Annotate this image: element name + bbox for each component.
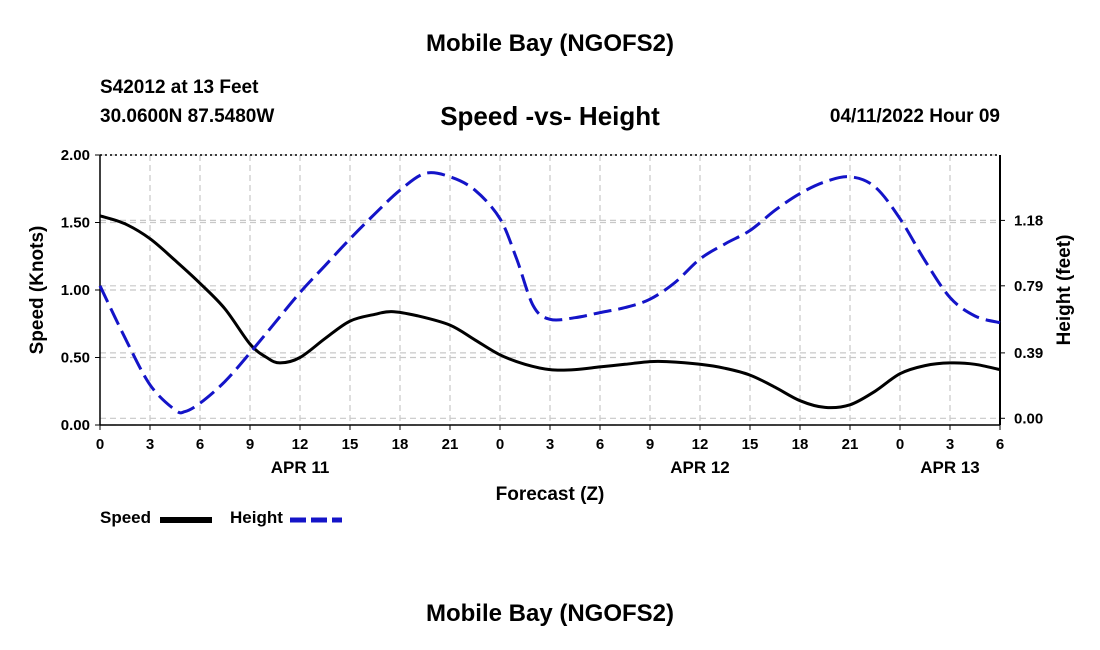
bottom-title: Mobile Bay (NGOFS2) — [425, 600, 675, 627]
x-tick-label: 6 — [596, 436, 604, 453]
x-tick-label: 18 — [392, 436, 409, 453]
x-tick-label: 0 — [496, 436, 504, 453]
series-line-speed — [99, 214, 1001, 410]
y2-tick-label: 1.18 — [1014, 212, 1043, 229]
x-tick-label: 0 — [896, 436, 904, 453]
y2-tick-label: 0.39 — [1014, 345, 1043, 362]
x-axis-label: Forecast (Z) — [496, 484, 605, 505]
series-line-height — [98, 171, 1001, 415]
top-title: Mobile Bay (NGOFS2) — [425, 30, 675, 57]
x-tick-label: 3 — [546, 436, 554, 453]
x-tick-label: 15 — [742, 436, 759, 453]
x-date-label: APR 13 — [920, 458, 980, 477]
x-tick-label: 12 — [692, 436, 709, 453]
y2-axis-label: Height (feet) — [1054, 235, 1075, 346]
y2-tick-label: 0.79 — [1014, 278, 1043, 295]
x-tick-label: 0 — [96, 436, 104, 453]
x-tick-label: 12 — [292, 436, 309, 453]
y2-tick-label: 0.00 — [1014, 410, 1043, 427]
x-date-label: APR 11 — [271, 458, 330, 477]
x-tick-label: 15 — [342, 436, 359, 453]
y-tick-label: 1.00 — [61, 282, 90, 299]
x-tick-label: 9 — [646, 436, 654, 453]
coordinates-label: 30.0600N 87.5480W — [100, 106, 275, 127]
x-tick-label: 3 — [146, 436, 154, 453]
y-tick-label: 2.00 — [61, 147, 90, 164]
legend-speed-label: Speed — [100, 508, 152, 527]
chart-title: Speed -vs- Height — [440, 101, 660, 131]
y-tick-label: 1.50 — [61, 215, 90, 232]
y-tick-label: 0.50 — [61, 350, 90, 367]
x-tick-label: 6 — [196, 436, 204, 453]
legend-speed-swatch — [160, 517, 212, 523]
x-tick-label: 3 — [946, 436, 954, 453]
x-date-label: APR 12 — [670, 458, 730, 477]
x-tick-label: 9 — [246, 436, 254, 453]
chart: 0 3 6 9 12 15 18 21 0 3 6 9 12 15 18 21 0 3 6 APR 11 APR 12 A… — [27, 147, 1075, 505]
x-tick-label: 6 — [996, 436, 1004, 453]
legend-height-label: Height — [230, 508, 283, 527]
y-axis-label: Speed (Knots) — [27, 226, 48, 355]
station-label: S42012 at 13 Feet — [100, 77, 259, 98]
datetime-label: 04/11/2022 Hour 09 — [829, 106, 1000, 127]
x-tick-label: 21 — [442, 436, 459, 453]
legend-height-swatch — [290, 517, 342, 523]
y-tick-label: 0.00 — [61, 417, 90, 434]
x-tick-label: 18 — [792, 436, 809, 453]
x-tick-label: 21 — [842, 436, 859, 453]
